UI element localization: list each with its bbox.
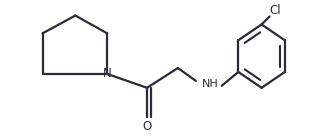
Text: Cl: Cl <box>269 4 281 17</box>
Text: N: N <box>103 67 112 80</box>
Text: NH: NH <box>201 79 218 89</box>
Text: O: O <box>142 120 152 133</box>
